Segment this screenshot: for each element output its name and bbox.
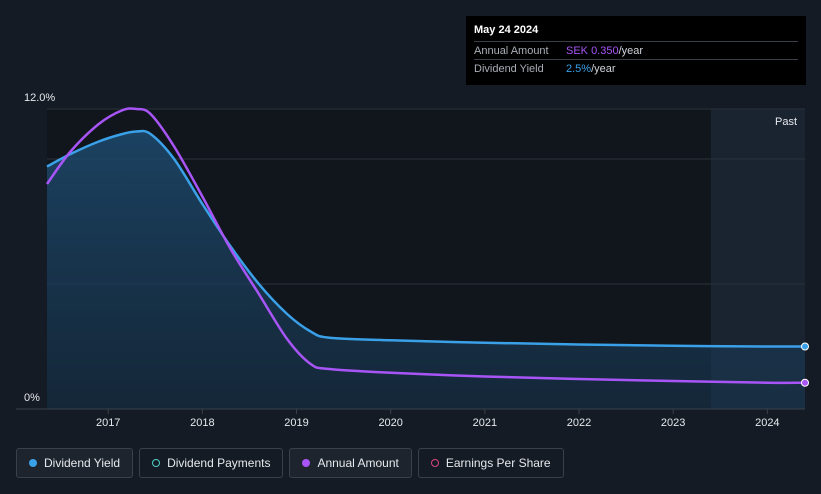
x-axis-ticks: 2017 2018 2019 2020 2021 2022 2023 2024 bbox=[96, 409, 780, 429]
tooltip-row-annual-amount: Annual Amount SEK 0.350/year bbox=[474, 41, 798, 59]
legend-label: Annual Amount bbox=[317, 456, 399, 470]
past-label: Past bbox=[775, 116, 797, 128]
x-tick-label: 2020 bbox=[378, 417, 402, 429]
legend-dividend-payments[interactable]: Dividend Payments bbox=[139, 448, 284, 478]
annual-amount-value: SEK 0.350 bbox=[566, 44, 619, 57]
annual-amount-dot-icon bbox=[302, 459, 311, 467]
annual-amount-unit: /year bbox=[618, 44, 644, 57]
dividend-yield-area bbox=[47, 131, 805, 409]
legend-label: Dividend Payments bbox=[167, 456, 271, 470]
chart-legend: Dividend Yield Dividend Payments Annual … bbox=[16, 448, 564, 480]
y-tick-label-bottom: 0% bbox=[24, 392, 40, 404]
x-tick-label: 2018 bbox=[190, 417, 214, 429]
dividend-payments-ring-icon bbox=[152, 459, 161, 467]
x-tick-label: 2017 bbox=[96, 417, 120, 429]
dividend-yield-end-marker[interactable] bbox=[801, 342, 809, 351]
x-tick-label: 2022 bbox=[567, 417, 591, 429]
tooltip-date: May 24 2024 bbox=[474, 24, 539, 36]
x-tick-label: 2024 bbox=[755, 417, 779, 429]
legend-annual-amount[interactable]: Annual Amount bbox=[289, 448, 412, 478]
x-tick-label: 2019 bbox=[284, 417, 308, 429]
data-tooltip: May 24 2024 Annual Amount SEK 0.350/year… bbox=[466, 16, 806, 85]
x-tick-label: 2021 bbox=[473, 417, 497, 429]
tooltip-row-dividend-yield: Dividend Yield 2.5%/year bbox=[474, 59, 798, 77]
annual-amount-end-marker[interactable] bbox=[801, 378, 809, 387]
dividend-yield-dot-icon bbox=[29, 459, 37, 467]
dividend-yield-unit: /year bbox=[591, 62, 616, 75]
annual-amount-line bbox=[45, 107, 806, 385]
legend-dividend-yield[interactable]: Dividend Yield bbox=[16, 448, 134, 478]
tooltip-key: Annual Amount bbox=[474, 44, 549, 57]
tooltip-key: Dividend Yield bbox=[474, 62, 544, 75]
legend-label: Dividend Yield bbox=[44, 456, 121, 470]
legend-label: Earnings Per Share bbox=[445, 456, 551, 470]
tooltip-value: SEK 0.350/year bbox=[566, 45, 643, 57]
dividend-yield-line bbox=[46, 129, 806, 348]
earnings-per-share-ring-icon bbox=[430, 459, 439, 467]
legend-earnings-per-share[interactable]: Earnings Per Share bbox=[417, 448, 564, 478]
dividend-yield-value: 2.5% bbox=[566, 62, 592, 75]
tooltip-value: 2.5%/year bbox=[566, 63, 616, 75]
x-tick-label: 2023 bbox=[661, 417, 685, 429]
y-tick-label-top: 12.0% bbox=[24, 92, 55, 104]
